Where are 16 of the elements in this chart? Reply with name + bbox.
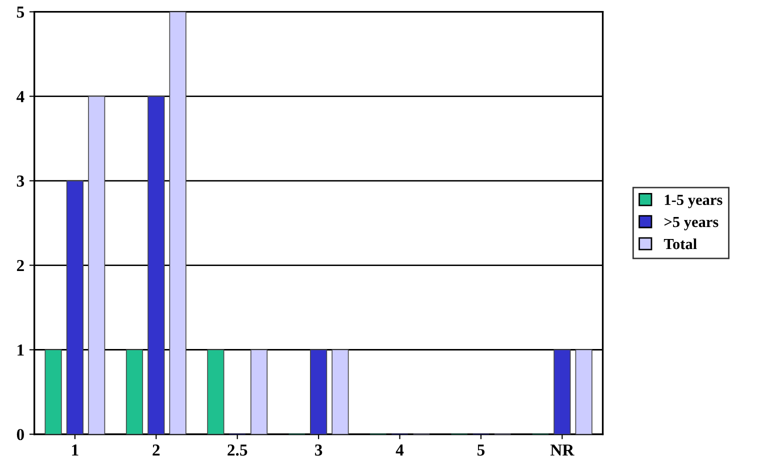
legend-label: Total: [664, 238, 697, 250]
y-tick-label: 4: [16, 91, 24, 102]
legend-label: 1-5 years: [664, 194, 722, 208]
x-tick-label: 1: [72, 444, 78, 456]
y-tick-label: 2: [16, 260, 24, 272]
y-tick-label: 5: [16, 6, 24, 18]
x-tick-label: NR: [550, 444, 574, 456]
x-tick-label: 3: [315, 444, 322, 456]
x-tick-label: 4: [396, 444, 404, 456]
x-tick-label: 2.5: [228, 444, 248, 456]
y-tick-label: 1: [18, 344, 24, 356]
x-tick-label: 2: [152, 444, 160, 456]
y-tick-label: 0: [16, 428, 24, 440]
legend-label: >5 years: [664, 216, 718, 230]
y-tick-label: 3: [16, 176, 24, 187]
x-tick-label: 5: [477, 444, 485, 456]
